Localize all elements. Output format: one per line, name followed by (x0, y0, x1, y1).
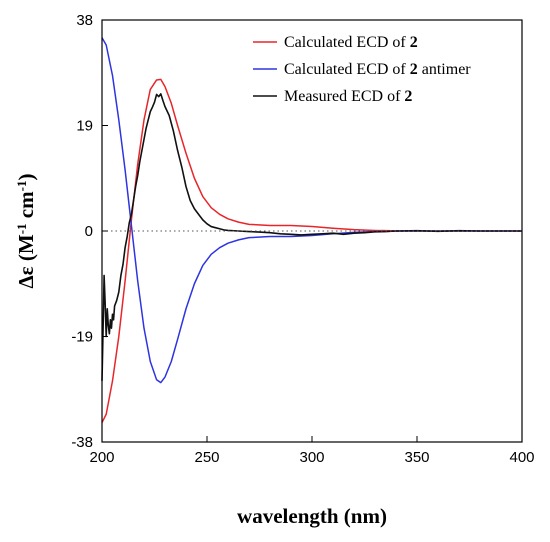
x-axis-title: wavelength (nm) (237, 504, 387, 528)
series-line-1 (101, 78, 522, 423)
x-tick-label: 200 (89, 449, 114, 466)
x-tick-label: 350 (404, 449, 429, 466)
y-axis-title-prefix: Δε (M (14, 234, 38, 288)
y-tick-label: 19 (76, 118, 93, 135)
y-axis-title-sup2: -1 (14, 181, 29, 192)
x-tick-label: 300 (299, 449, 324, 466)
legend: Calculated ECD of 2 Calculated ECD of 2 a… (253, 34, 471, 105)
y-tick-label: -19 (71, 329, 93, 346)
series-curves (101, 37, 522, 423)
series-line-3 (101, 93, 522, 381)
axis-ticks: 200 250 300 350 400 38 19 0 -19 -38 (71, 12, 534, 466)
y-tick-label: -38 (71, 434, 93, 451)
y-axis-title-suffix: ) (14, 174, 38, 181)
y-axis-title-sup1: -1 (14, 223, 29, 234)
y-tick-label: 38 (76, 12, 93, 29)
legend-entry: Calculated ECD of 2 antimer (284, 61, 471, 78)
y-axis-title-mid: cm (14, 191, 38, 224)
x-tick-label: 400 (509, 449, 534, 466)
legend-entry: Calculated ECD of 2 (284, 34, 418, 51)
legend-entry: Measured ECD of 2 (284, 88, 412, 105)
y-axis-title: Δε (M-1 cm-1) (14, 174, 39, 289)
y-tick-label: 0 (85, 223, 93, 240)
x-tick-label: 250 (194, 449, 219, 466)
